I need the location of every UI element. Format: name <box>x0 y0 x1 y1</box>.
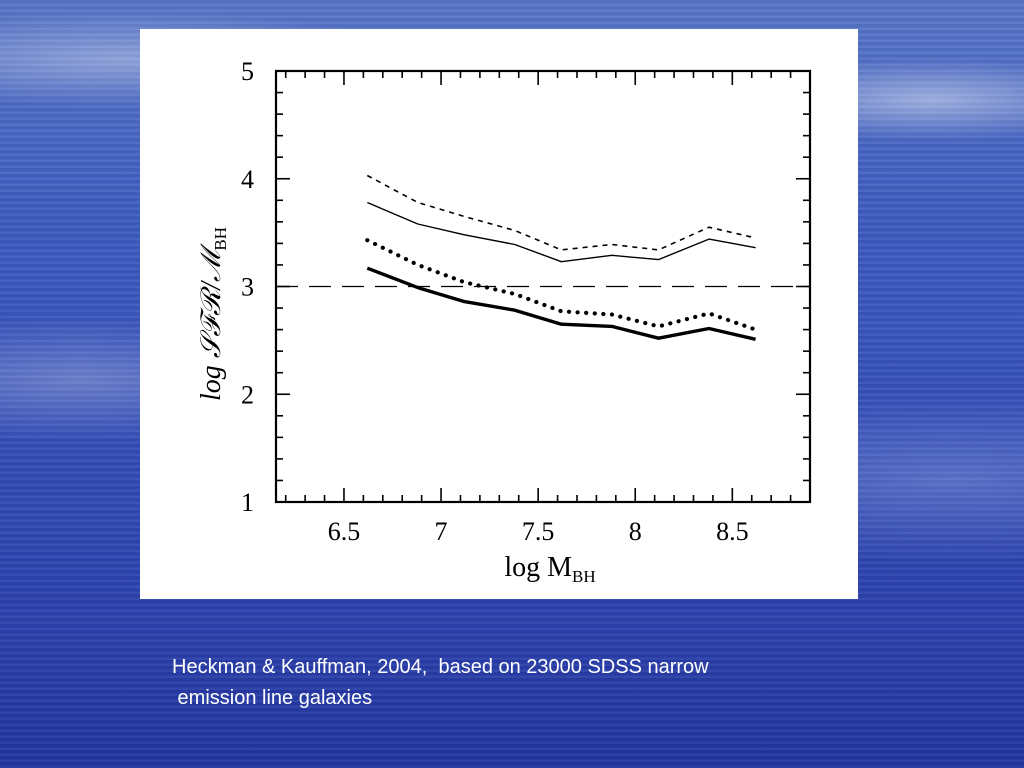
series-line-thin-solid <box>367 201 756 263</box>
y-axis-label-subscript: BH <box>211 227 230 251</box>
caption: Heckman & Kauffman, 2004, based on 23000… <box>172 652 892 714</box>
y-tick-label: 5 <box>241 57 254 86</box>
x-axis-label-subscript: BH <box>572 567 596 586</box>
x-tick-label: 8 <box>629 517 642 546</box>
y-axis-label: log 𝒮ℱℛ/ℳBH <box>196 227 230 401</box>
caption-line-2: emission line galaxies <box>172 687 373 709</box>
x-tick-label: 6.5 <box>328 517 361 546</box>
y-axis-label-main: log 𝒮ℱℛ/ℳ <box>196 243 227 401</box>
plot-panel: 6.5 7 7.5 8 8.5 1 2 3 4 5 log MBH log 𝒮ℱℛ/ℳBH <box>140 29 858 599</box>
y-tick-label: 4 <box>241 165 254 194</box>
x-axis-label-main: log M <box>504 552 572 583</box>
series-line-thick-solid <box>366 266 756 341</box>
y-tick-label: 1 <box>241 488 254 517</box>
x-tick-label: 7 <box>435 517 448 546</box>
y-tick-label: 3 <box>241 273 254 302</box>
y-tick-label: 2 <box>241 380 254 409</box>
x-tick-label: 7.5 <box>522 517 555 546</box>
series-line-thick-dotted <box>365 238 758 332</box>
series-line-short-dash <box>366 174 756 251</box>
x-tick-label: 8.5 <box>716 517 749 546</box>
caption-line-1: Heckman & Kauffman, 2004, based on 23000… <box>172 656 709 678</box>
x-axis-label: log MBH <box>504 552 595 586</box>
